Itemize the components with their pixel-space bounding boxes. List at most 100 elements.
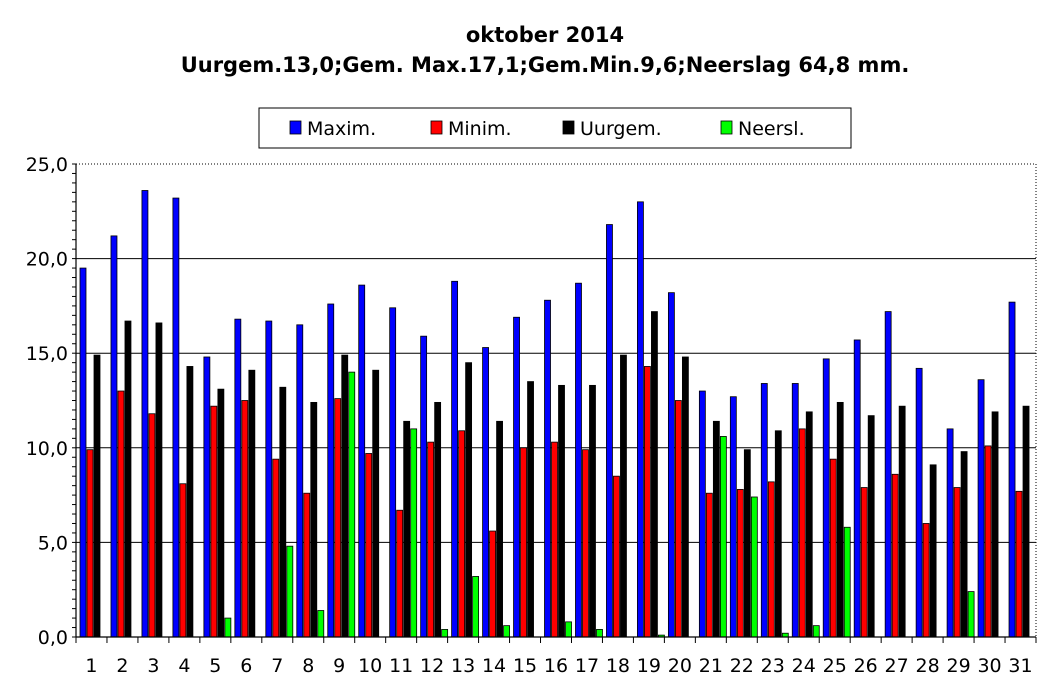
y-tick-label: 10,0 — [26, 438, 68, 460]
bar-uurgem — [681, 356, 689, 638]
bar-uurgem — [774, 430, 782, 638]
bar-uurgem — [805, 411, 813, 638]
x-tick-label: 8 — [302, 655, 314, 677]
bar-minim — [582, 449, 589, 638]
legend-label: Uurgem. — [580, 118, 662, 140]
x-tick-label: 31 — [1008, 655, 1032, 677]
legend-label: Neersl. — [738, 118, 805, 140]
bar-minim — [922, 523, 930, 638]
bar-maxim — [637, 201, 644, 638]
chart-title: oktober 2014 — [466, 23, 624, 47]
bar-maxim — [172, 197, 180, 638]
bar-neersl — [596, 629, 603, 638]
bar-minim — [674, 400, 682, 638]
bar-uurgem — [372, 369, 380, 638]
x-tick-label: 27 — [885, 655, 909, 677]
bar-minim — [767, 481, 775, 638]
x-tick-label: 15 — [513, 655, 537, 677]
bar-maxim — [791, 383, 799, 638]
x-tick-label: 30 — [977, 655, 1001, 677]
bar-neersl — [565, 621, 572, 638]
bar-minim — [860, 487, 868, 638]
x-tick-label: 26 — [854, 655, 878, 677]
y-tick-label: 15,0 — [26, 343, 68, 365]
bars — [79, 190, 1030, 638]
x-tick-label: 7 — [271, 655, 283, 677]
bar-maxim — [420, 335, 428, 638]
bar-neersl — [224, 617, 232, 638]
bar-uurgem — [341, 354, 349, 638]
x-tick-label: 29 — [946, 655, 970, 677]
bar-minim — [210, 405, 218, 638]
x-tick-label: 1 — [85, 655, 97, 677]
x-tick-label: 14 — [482, 655, 506, 677]
bar-uurgem — [620, 354, 627, 638]
bar-maxim — [234, 318, 242, 638]
x-tick-label: 3 — [147, 655, 159, 677]
bar-minim — [241, 400, 249, 638]
x-tick-label: 22 — [730, 655, 754, 677]
bar-minim — [179, 483, 187, 638]
bar-minim — [365, 453, 373, 638]
x-tick-label: 25 — [823, 655, 847, 677]
bar-maxim — [544, 299, 551, 638]
bar-maxim — [141, 190, 149, 638]
y-tick-label: 0,0 — [38, 627, 68, 649]
legend-swatch — [289, 120, 302, 135]
bar-uurgem — [1022, 405, 1030, 638]
bar-minim — [829, 458, 837, 638]
bar-neersl — [348, 371, 356, 638]
bar-neersl — [317, 610, 325, 638]
bar-maxim — [451, 280, 459, 638]
bar-neersl — [441, 629, 449, 638]
x-tick-label: 12 — [420, 655, 444, 677]
bar-minim — [984, 445, 992, 638]
x-tick-label: 11 — [389, 655, 413, 677]
x-tick-label: 19 — [637, 655, 661, 677]
legend-label: Minim. — [448, 118, 512, 140]
bar-maxim — [760, 383, 768, 638]
bar-maxim — [389, 307, 397, 638]
x-tick-label: 10 — [358, 655, 382, 677]
bar-minim — [613, 475, 620, 638]
bar-uurgem — [310, 401, 318, 638]
x-tick-label: 24 — [792, 655, 816, 677]
bar-maxim — [884, 311, 892, 638]
bar-minim — [86, 449, 94, 638]
x-tick-label: 16 — [544, 655, 568, 677]
x-tick-label: 6 — [240, 655, 252, 677]
bar-minim — [891, 473, 899, 638]
x-tick-label: 28 — [916, 655, 940, 677]
bar-minim — [396, 509, 404, 638]
bar-uurgem — [558, 384, 565, 638]
legend-swatch — [430, 120, 443, 135]
bar-uurgem — [960, 451, 968, 638]
bar-maxim — [977, 379, 985, 638]
bar-maxim — [203, 356, 211, 638]
bar-uurgem — [93, 354, 101, 638]
bar-maxim — [915, 367, 923, 638]
bar-neersl — [503, 625, 510, 638]
bar-maxim — [667, 292, 675, 638]
y-tick-label: 5,0 — [38, 532, 68, 554]
bar-minim — [489, 530, 496, 638]
bar-minim — [551, 441, 558, 638]
bar-uurgem — [434, 401, 442, 638]
bar-minim — [1015, 490, 1023, 638]
bar-neersl — [719, 436, 727, 638]
bar-maxim — [482, 347, 489, 638]
bar-neersl — [410, 428, 418, 638]
bar-uurgem — [217, 388, 225, 638]
bar-uurgem — [496, 420, 503, 638]
legend-label: Maxim. — [307, 118, 376, 140]
bar-uurgem — [186, 366, 194, 638]
bar-uurgem — [991, 411, 999, 638]
legend-swatch — [720, 120, 733, 135]
bar-minim — [798, 428, 806, 638]
x-tick-label: 5 — [209, 655, 221, 677]
bar-maxim — [606, 224, 613, 638]
bar-uurgem — [929, 464, 937, 638]
x-tick-label: 9 — [333, 655, 345, 677]
y-tick-label: 25,0 — [26, 154, 68, 176]
